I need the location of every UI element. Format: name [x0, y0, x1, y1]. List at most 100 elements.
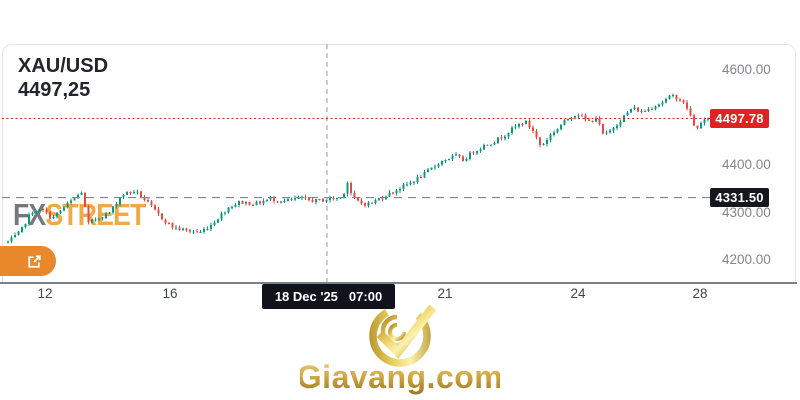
price-tick-label: 4600.00 — [722, 62, 771, 77]
candle-body — [258, 201, 262, 204]
candle-body — [87, 206, 90, 223]
candle-body — [699, 123, 703, 129]
candle-body — [153, 205, 157, 210]
candle-body — [251, 205, 255, 206]
candle-body — [682, 100, 685, 103]
candle-body — [272, 198, 276, 202]
candle-body — [405, 184, 409, 186]
candle-body — [66, 203, 69, 208]
candle-body — [685, 102, 689, 109]
candle-body — [388, 192, 391, 197]
fxstreet-watermark-fx: FX — [13, 197, 46, 232]
candle-body — [248, 202, 251, 205]
candle-body — [31, 213, 34, 215]
candle-body — [367, 202, 370, 206]
candle-body — [115, 204, 118, 207]
tooltip-time: 07:00 — [348, 289, 383, 304]
candle-body — [122, 194, 125, 198]
candle-body — [192, 231, 195, 233]
candle-body — [566, 118, 570, 120]
candle-body — [171, 222, 174, 228]
candle-body — [55, 212, 59, 217]
candle-body — [304, 197, 307, 198]
candle-body — [542, 144, 545, 146]
fxstreet-watermark: FXSTREET — [13, 197, 146, 233]
candle-body — [556, 128, 559, 133]
candle-body — [132, 191, 136, 193]
candle-body — [409, 182, 412, 185]
candle-body — [626, 112, 629, 116]
candle-body — [671, 95, 675, 97]
candle-body — [514, 126, 517, 128]
candle-body — [643, 110, 647, 112]
candle-body — [647, 108, 650, 111]
candle-body — [454, 154, 458, 156]
giavang-logo: Giavang.com — [300, 304, 500, 395]
candle-body — [391, 192, 395, 194]
candle-body — [181, 228, 185, 230]
candle-body — [657, 104, 661, 107]
candle-body — [598, 118, 601, 125]
candle-body — [220, 213, 223, 220]
price-axis[interactable]: 4600.00 4400.00 4300.00 4200.00 — [712, 44, 798, 282]
candle-body — [216, 219, 220, 223]
candle-body — [503, 136, 507, 139]
candle-body — [356, 197, 360, 201]
time-tick-label: 21 — [437, 286, 453, 301]
candle-body — [174, 227, 178, 229]
candle-body — [489, 144, 493, 146]
candle-body — [335, 198, 339, 200]
candle-body — [563, 120, 566, 126]
candle-body — [374, 200, 377, 204]
candle-body — [255, 201, 258, 206]
candle-body — [619, 121, 622, 126]
candle-body — [479, 149, 482, 151]
candle-body — [104, 213, 108, 218]
candle-body — [605, 132, 608, 134]
candle-body — [528, 120, 531, 128]
candle-body — [136, 191, 139, 193]
candle-body — [17, 231, 20, 235]
candle-body — [706, 118, 710, 120]
candle-body — [594, 118, 598, 122]
candle-body — [524, 120, 528, 125]
candle-body — [559, 125, 563, 129]
candle-body — [444, 160, 447, 162]
candle-body — [265, 199, 269, 202]
candle-body — [237, 201, 241, 205]
candle-body — [129, 191, 132, 193]
candle-body — [10, 237, 13, 242]
candle-body — [458, 154, 461, 157]
candle-body — [486, 145, 489, 146]
candle-body — [689, 108, 692, 116]
external-link-button[interactable] — [0, 246, 56, 276]
candle-body — [332, 198, 335, 200]
candle-body — [118, 197, 122, 205]
candle-body — [188, 230, 192, 232]
candle-body — [90, 219, 94, 223]
candle-body — [664, 99, 668, 103]
candle-body — [101, 217, 104, 219]
candle-body — [440, 161, 444, 165]
time-axis[interactable]: 12 16 21 24 28 — [0, 284, 800, 306]
candle-body — [668, 95, 671, 100]
candle-body — [426, 169, 430, 172]
candle-body — [346, 183, 349, 194]
candle-body — [139, 191, 143, 198]
candle-body — [244, 202, 248, 204]
candle-body — [276, 201, 279, 203]
candle-body — [45, 209, 48, 213]
candle-body — [286, 199, 290, 201]
candle-body — [13, 235, 17, 238]
candle-body — [678, 99, 682, 101]
candle-body — [199, 231, 202, 233]
candles-group — [6, 93, 710, 244]
candle-body — [94, 219, 97, 221]
candle-body — [269, 198, 272, 200]
candle-body — [577, 115, 580, 117]
candle-body — [262, 201, 265, 204]
candle-body — [227, 207, 230, 213]
candle-body — [461, 156, 465, 161]
candle-body — [692, 115, 696, 126]
